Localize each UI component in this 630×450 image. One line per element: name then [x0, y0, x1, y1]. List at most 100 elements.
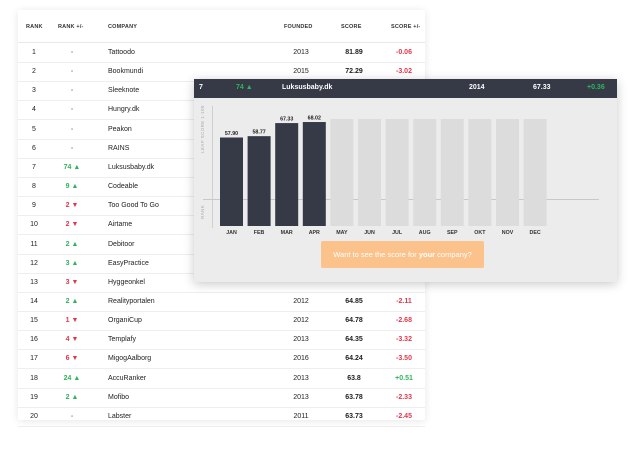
header-company[interactable]: COMPANY: [108, 24, 138, 30]
bar-value-label: 67.33: [280, 117, 293, 123]
rank-cell: 11: [30, 240, 38, 248]
founded-cell: 2013: [293, 393, 309, 401]
score-cell: 81.89: [345, 49, 363, 56]
cta-text-prefix: Want to see the score for: [333, 250, 419, 259]
company-detail-popup: 7 74 ▲ Luksusbaby.dk 2014 67.33 +0.36 LE…: [194, 79, 617, 282]
score-change-cell: -3.50: [396, 355, 412, 363]
x-tick-label: MAY: [336, 230, 348, 236]
score-cell: 63.8: [347, 374, 361, 382]
company-cell: Debitoor: [108, 240, 135, 248]
rank-change-cell: 6 ▼: [65, 355, 79, 363]
company-cell: Labster: [108, 412, 132, 420]
rank-change-cell: -: [70, 144, 74, 152]
rank-cell: 8: [32, 183, 36, 191]
bar-feb[interactable]: [247, 136, 271, 226]
table-row[interactable]: 1 - Tattoodo 2013 81.89 -0.06: [18, 43, 425, 63]
bar-apr[interactable]: [302, 122, 326, 226]
x-tick-label: JUL: [392, 230, 403, 236]
score-change-cell: -2.33: [396, 393, 412, 401]
header-score-change[interactable]: SCORE +/-: [391, 24, 421, 30]
table-header: RANK RANK +/- COMPANY FOUNDED SCORE SCOR…: [18, 10, 425, 43]
rank-cell: 2: [32, 68, 36, 76]
x-tick-label: OKT: [474, 230, 486, 236]
company-cell: Mofibo: [108, 393, 130, 401]
rank-cell: 19: [30, 393, 38, 401]
rank-cell: 20: [30, 412, 38, 420]
bar-value-label: 68.02: [308, 116, 321, 122]
rank-change-cell: 4 ▼: [65, 336, 79, 344]
bar-may: [330, 119, 354, 226]
table-row[interactable]: 17 6 ▼ MigogAalborg 2016 64.24 -3.50: [18, 349, 425, 370]
bar-sep: [440, 119, 464, 226]
see-score-cta-button[interactable]: Want to see the score for your company?: [321, 241, 484, 268]
company-cell: EasyPractice: [108, 259, 149, 267]
detail-company: Luksusbaby.dk: [282, 84, 333, 91]
rank-change-cell: -: [70, 49, 74, 56]
rank-change-cell: 3 ▲: [65, 259, 79, 267]
table-row[interactable]: 15 1 ▼ OrganiCup 2012 64.78 -2.68: [18, 311, 425, 332]
x-tick-label: SEP: [447, 230, 458, 236]
bar-jan[interactable]: [220, 137, 243, 226]
header-rank[interactable]: RANK: [26, 24, 43, 30]
table-row[interactable]: 14 2 ▲ Realityportalen 2012 64.85 -2.11: [18, 292, 425, 312]
rank-cell: 16: [30, 336, 38, 344]
company-cell: Airtame: [108, 221, 133, 229]
table-row[interactable]: 19 2 ▲ Mofibo 2013 63.78 -2.33: [18, 388, 425, 408]
bar-mar[interactable]: [275, 123, 299, 226]
company-cell: Sleeknote: [108, 87, 140, 95]
bar-aug: [413, 119, 437, 226]
score-cell: 64.24: [345, 355, 363, 363]
company-cell: Peakon: [108, 125, 132, 133]
cta-text-bold: your: [418, 250, 436, 259]
rank-cell: 12: [30, 259, 38, 267]
header-founded[interactable]: FOUNDED: [284, 24, 313, 30]
detail-header-row[interactable]: 7 74 ▲ Luksusbaby.dk 2014 67.33 +0.36: [194, 79, 617, 98]
x-tick-label: NOV: [502, 230, 514, 236]
score-cell: 64.78: [345, 317, 363, 325]
rank-change-cell: -: [70, 87, 74, 95]
table-row[interactable]: 16 4 ▼ Templafy 2013 64.35 -3.32: [18, 330, 425, 351]
rank-change-cell: 9 ▲: [65, 183, 79, 191]
cta-text-suffix: company?: [435, 250, 472, 259]
rank-change-cell: 2 ▲: [65, 297, 79, 305]
axis-line: [212, 106, 213, 228]
founded-cell: 2015: [293, 68, 309, 76]
score-cell: 63.78: [345, 393, 363, 401]
score-change-cell: -2.11: [396, 297, 412, 305]
rank-change-cell: 74 ▲: [63, 163, 81, 171]
x-tick-label: DEC: [530, 230, 541, 236]
detail-score-change: +0.36: [587, 84, 605, 91]
rank-cell: 13: [30, 278, 38, 286]
rank-cell: 5: [32, 125, 36, 133]
company-cell: Too Good To Go: [108, 202, 159, 210]
founded-cell: 2013: [293, 49, 309, 56]
table-row[interactable]: 20 - Labster 2011 63.73 -2.45: [18, 407, 425, 427]
rank-change-cell: 2 ▼: [65, 221, 79, 229]
x-tick-label: MAR: [281, 230, 293, 236]
rank-cell: 17: [30, 355, 38, 363]
rank-cell: 9: [32, 202, 36, 210]
rank-change-cell: 1 ▼: [65, 317, 79, 325]
score-change-cell: -3.32: [396, 336, 412, 344]
score-cell: 63.73: [345, 412, 363, 420]
table-row[interactable]: 13 3 ▼ Hyggeonkel: [18, 273, 425, 293]
x-tick-label: APR: [309, 230, 320, 236]
rank-change-cell: 2 ▲: [65, 240, 79, 248]
rank-cell: 6: [32, 144, 36, 152]
company-cell: Luksusbaby.dk: [108, 163, 155, 171]
header-score[interactable]: SCORE: [341, 24, 362, 30]
company-cell: Realityportalen: [108, 297, 155, 305]
bar-jul: [385, 119, 409, 226]
rank-cell: 14: [30, 297, 38, 305]
detail-rank: 7: [199, 84, 203, 91]
x-tick-label: JAN: [226, 230, 237, 236]
bar-value-label: 58.77: [252, 130, 265, 136]
rank-cell: 1: [32, 49, 36, 56]
company-cell: Codeable: [108, 183, 138, 191]
rank-change-cell: 24 ▲: [63, 374, 81, 382]
rank-change-cell: 3 ▼: [65, 278, 79, 286]
table-row[interactable]: 18 24 ▲ AccuRanker 2013 63.8 +0.51: [18, 369, 425, 389]
rank-change-cell: 2 ▲: [65, 393, 79, 401]
header-rank-change[interactable]: RANK +/-: [58, 24, 84, 30]
company-cell: RAINS: [108, 144, 130, 152]
